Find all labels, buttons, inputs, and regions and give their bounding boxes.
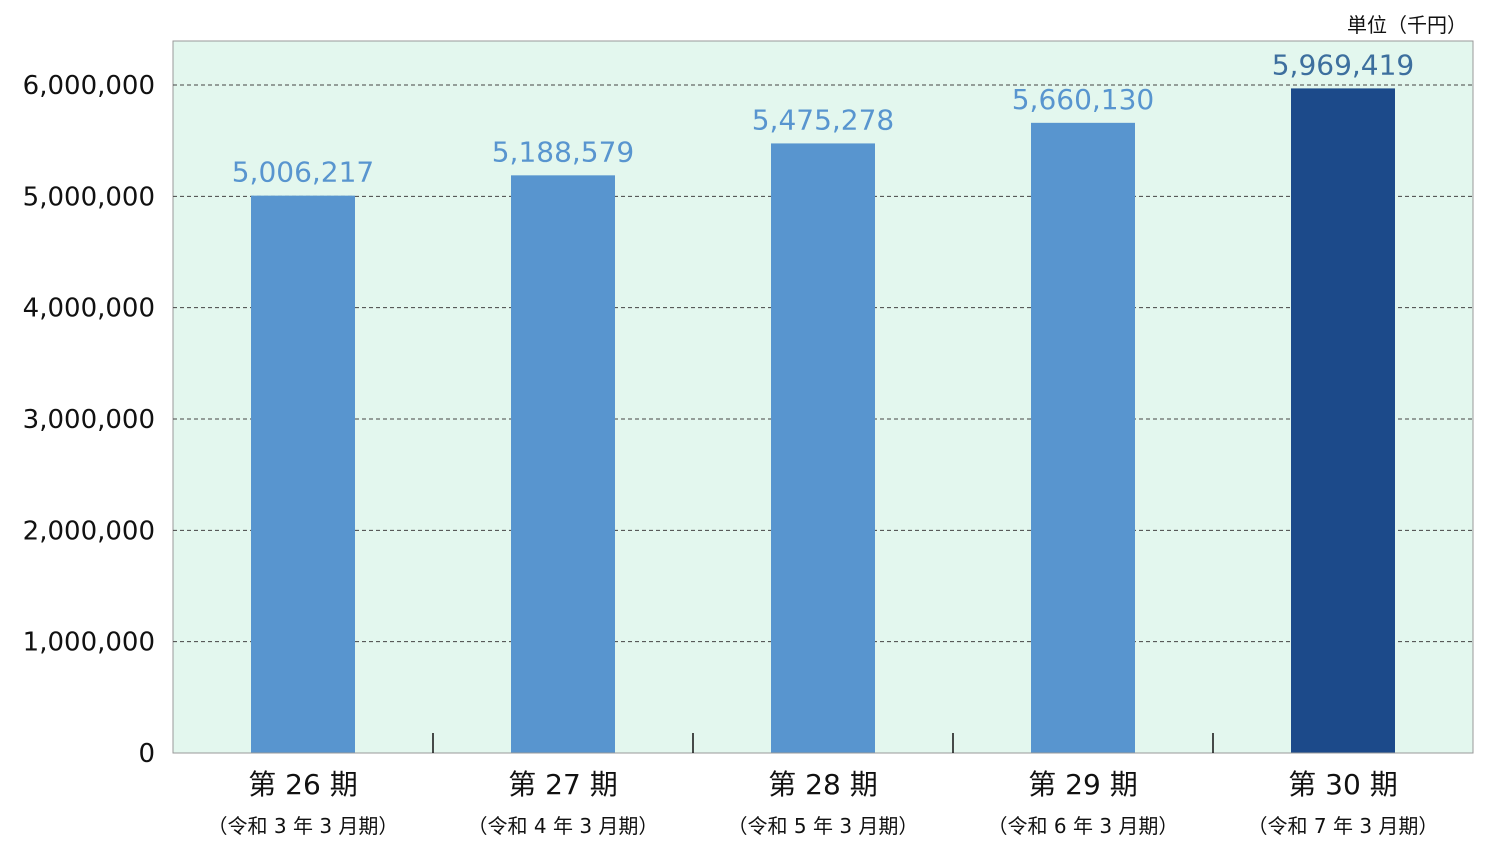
x-category-label: 第 26 期: [248, 768, 357, 801]
x-category-label: 第 27 期: [508, 768, 617, 801]
bar-value-label: 5,006,217: [232, 156, 375, 189]
axes: [173, 733, 1473, 754]
bar-value-label: 5,969,419: [1272, 48, 1415, 81]
x-category-label: 第 28 期: [768, 768, 877, 801]
x-category-sublabel: （令和 4 年 3 月期）: [468, 814, 659, 838]
bars: [251, 88, 1395, 754]
bar: [1031, 122, 1135, 753]
y-tick-label: 1,000,000: [23, 628, 155, 658]
y-tick-label: 4,000,000: [23, 294, 155, 324]
bar: [1291, 88, 1395, 754]
y-axis-tick-labels: 0 1,000,000 2,000,000 3,000,000 4,000,000 5,0…: [23, 71, 155, 769]
bar-value-label: 5,475,278: [752, 103, 895, 136]
bar: [771, 143, 875, 753]
x-category-sublabel: （令和 3 年 3 月期）: [208, 814, 399, 838]
y-tick-label: 5,000,000: [23, 182, 155, 212]
x-category-sublabel: （令和 7 年 3 月期）: [1248, 814, 1439, 838]
bar: [511, 175, 615, 754]
bar-value-label: 5,188,579: [492, 135, 635, 168]
x-category-label: 第 30 期: [1288, 768, 1397, 801]
y-tick-label: 6,000,000: [23, 71, 155, 101]
x-axis-category-labels: 第 26 期 （令和 3 年 3 月期） 第 27 期 （令和 4 年 3 月期） 第 …: [208, 768, 1439, 838]
bar: [251, 195, 355, 753]
x-category-sublabel: （令和 6 年 3 月期）: [988, 814, 1179, 838]
y-tick-label: 3,000,000: [23, 405, 155, 435]
unit-label: 単位（千円）: [1347, 13, 1467, 37]
bar-value-labels: 5,006,217 5,188,579 5,475,278 5,660,130 5,96…: [232, 48, 1415, 188]
x-category-label: 第 29 期: [1028, 768, 1137, 801]
x-category-sublabel: （令和 5 年 3 月期）: [728, 814, 919, 838]
y-tick-label: 2,000,000: [23, 516, 155, 546]
y-tick-label: 0: [138, 739, 155, 769]
bar-value-label: 5,660,130: [1012, 83, 1155, 116]
